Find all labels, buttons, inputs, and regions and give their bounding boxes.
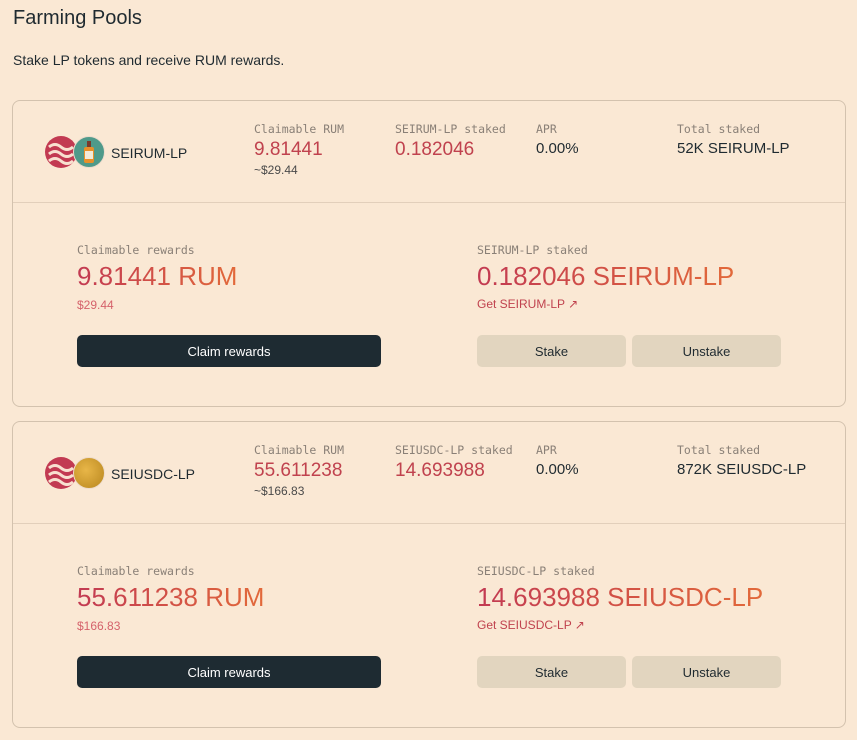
apr-label: APR [536, 443, 557, 457]
sei-icon [45, 457, 77, 489]
staked-big-value: 14.693988 SEIUSDC-LP [477, 582, 764, 612]
staked-value: 14.693988 [395, 460, 485, 481]
rewards-usd: $29.44 [77, 298, 114, 312]
unstake-button[interactable]: Unstake [632, 656, 781, 688]
staked-label: SEIRUM-LP staked [395, 122, 506, 136]
pool-card: SEIRUM-LP Claimable RUM 9.81441 ~$29.44 SE… [12, 100, 846, 407]
stake-button[interactable]: Stake [477, 335, 626, 367]
claimable-usd: ~$29.44 [254, 163, 298, 177]
apr-value: 0.00% [536, 461, 579, 478]
rewards-label: Claimable rewards [77, 564, 195, 578]
staked-big-label: SEIUSDC-LP staked [477, 564, 595, 578]
pool-card: SEIUSDC-LP Claimable RUM 55.611238 ~$166.8… [12, 421, 846, 728]
total-staked-value: 52K SEIRUM-LP [677, 140, 790, 157]
claim-rewards-button[interactable]: Claim rewards [77, 656, 381, 688]
pool-header: SEIUSDC-LP Claimable RUM 55.611238 ~$166.8… [13, 422, 845, 524]
rum-bottle-icon [73, 136, 105, 168]
rewards-label: Claimable rewards [77, 243, 195, 257]
staked-label: SEIUSDC-LP staked [395, 443, 513, 457]
apr-label: APR [536, 122, 557, 136]
claimable-value: 9.81441 [254, 139, 323, 160]
pool-name: SEIUSDC-LP [111, 466, 196, 482]
get-lp-link[interactable]: Get SEIRUM-LP ↗ [477, 297, 579, 311]
rewards-value: 55.611238 RUM [77, 582, 265, 612]
unstake-button[interactable]: Unstake [632, 335, 781, 367]
pool-name: SEIRUM-LP [111, 145, 188, 161]
total-staked-value: 872K SEIUSDC-LP [677, 461, 807, 478]
total-staked-label: Total staked [677, 122, 761, 136]
rewards-value: 9.81441 RUM [77, 261, 238, 291]
staked-big-label: SEIRUM-LP staked [477, 243, 588, 257]
total-staked-label: Total staked [677, 443, 761, 457]
sei-icon [45, 136, 77, 168]
stake-button[interactable]: Stake [477, 656, 626, 688]
claimable-label: Claimable RUM [254, 443, 345, 457]
staked-value: 0.182046 [395, 139, 475, 160]
page-subtitle: Stake LP tokens and receive RUM rewards. [13, 52, 285, 68]
pool-header: SEIRUM-LP Claimable RUM 9.81441 ~$29.44 SE… [13, 101, 845, 203]
claimable-usd: ~$166.83 [254, 484, 305, 498]
page-title: Farming Pools [13, 7, 142, 29]
claimable-value: 55.611238 [254, 460, 343, 481]
rewards-usd: $166.83 [77, 619, 121, 633]
usdc-coin-icon [73, 457, 105, 489]
claim-rewards-button[interactable]: Claim rewards [77, 335, 381, 367]
claimable-label: Claimable RUM [254, 122, 345, 136]
apr-value: 0.00% [536, 140, 579, 157]
staked-big-value: 0.182046 SEIRUM-LP [477, 261, 735, 291]
get-lp-link[interactable]: Get SEIUSDC-LP ↗ [477, 618, 585, 632]
